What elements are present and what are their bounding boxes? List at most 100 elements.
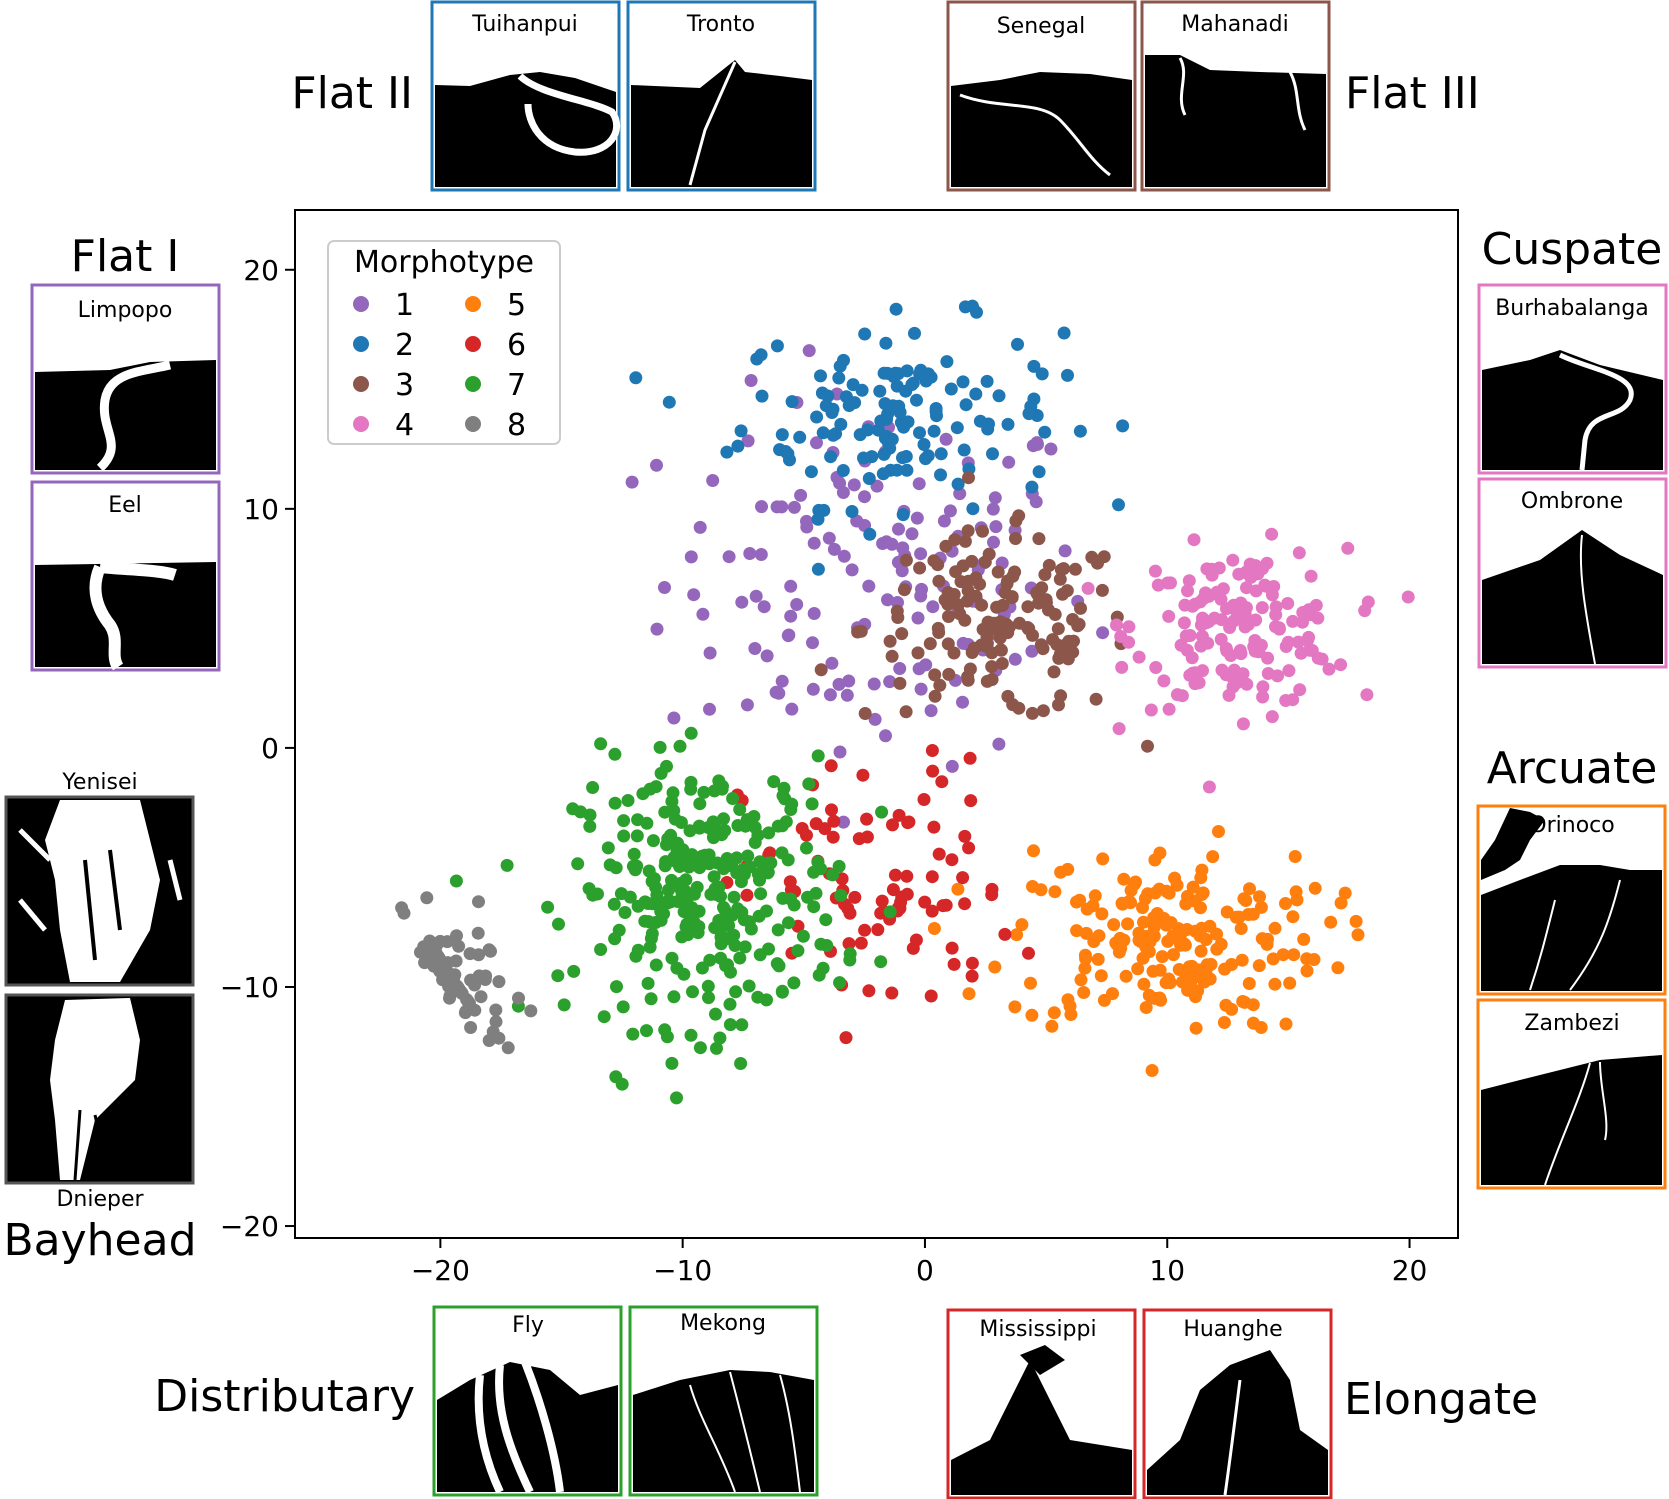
scatter-point-morphotype-1 xyxy=(858,490,871,504)
panel-label: Yenisei xyxy=(61,770,137,795)
scatter-point-morphotype-2 xyxy=(836,464,850,477)
scatter-point-morphotype-4 xyxy=(1194,639,1208,653)
scatter-point-morphotype-1 xyxy=(743,547,757,560)
scatter-points xyxy=(395,299,1415,1105)
scatter-point-morphotype-7 xyxy=(646,834,660,848)
river-channel-shape xyxy=(73,1109,112,1181)
scatter-point-morphotype-7 xyxy=(675,930,689,944)
scatter-point-morphotype-3 xyxy=(948,533,962,547)
scatter-point-morphotype-5 xyxy=(1091,952,1105,966)
scatter-point-morphotype-7 xyxy=(644,932,658,945)
scatter-point-morphotype-5 xyxy=(1079,926,1093,940)
scatter-point-morphotype-6 xyxy=(936,899,950,913)
scatter-point-morphotype-1 xyxy=(806,682,820,696)
scatter-point-morphotype-7 xyxy=(690,880,704,894)
scatter-point-morphotype-2 xyxy=(785,395,799,409)
scatter-point-morphotype-7 xyxy=(608,796,622,810)
scatter-point-morphotype-7 xyxy=(811,749,825,763)
scatter-point-morphotype-3 xyxy=(1031,588,1045,601)
scatter-point-morphotype-8 xyxy=(461,995,475,1009)
scatter-point-morphotype-7 xyxy=(629,949,643,963)
scatter-point-morphotype-4 xyxy=(1302,630,1316,644)
scatter-point-morphotype-6 xyxy=(839,1031,853,1045)
scatter-point-morphotype-5 xyxy=(1239,894,1253,907)
scatter-point-morphotype-5 xyxy=(1094,969,1108,983)
scatter-point-morphotype-7 xyxy=(644,992,658,1006)
scatter-point-morphotype-1 xyxy=(810,436,823,450)
scatter-point-morphotype-7 xyxy=(717,812,730,826)
scatter-point-morphotype-2 xyxy=(662,395,676,409)
scatter-point-morphotype-1 xyxy=(790,598,804,611)
scatter-point-morphotype-6 xyxy=(885,986,899,1000)
scatter-point-morphotype-2 xyxy=(913,426,926,440)
scatter-point-morphotype-2 xyxy=(1112,498,1125,512)
scatter-point-morphotype-7 xyxy=(640,816,654,830)
scatter-point-morphotype-8 xyxy=(464,1021,478,1034)
panel-label: Eel xyxy=(108,493,142,518)
scatter-point-morphotype-4 xyxy=(1237,613,1250,627)
scatter-point-morphotype-2 xyxy=(934,468,947,482)
legend-label: 8 xyxy=(507,408,526,443)
scatter-point-morphotype-1 xyxy=(892,522,905,536)
scatter-point-morphotype-1 xyxy=(807,536,821,550)
scatter-point-morphotype-5 xyxy=(1077,986,1091,999)
scatter-point-morphotype-6 xyxy=(886,818,899,832)
scatter-point-morphotype-2 xyxy=(957,443,971,457)
scatter-point-morphotype-3 xyxy=(851,625,865,639)
scatter-point-morphotype-5 xyxy=(1047,1006,1061,1020)
scatter-point-morphotype-3 xyxy=(932,574,946,588)
scatter-point-morphotype-7 xyxy=(695,961,709,975)
scatter-point-morphotype-7 xyxy=(667,990,681,1004)
river-channel-shape xyxy=(1223,1379,1242,1496)
scatter-point-morphotype-7 xyxy=(665,1056,679,1070)
scatter-point-morphotype-6 xyxy=(962,841,976,855)
scatter-point-morphotype-1 xyxy=(879,729,892,743)
scatter-point-morphotype-3 xyxy=(814,663,828,677)
panel-label: Mekong xyxy=(680,1311,766,1336)
scatter-point-morphotype-7 xyxy=(717,862,731,876)
scatter-point-morphotype-6 xyxy=(932,847,946,861)
scatter-point-morphotype-5 xyxy=(1351,928,1365,942)
legend-marker xyxy=(353,296,369,312)
legend-marker xyxy=(465,376,481,392)
scatter-point-morphotype-5 xyxy=(1268,977,1282,991)
scatter-point-morphotype-6 xyxy=(875,894,889,908)
scatter-point-morphotype-7 xyxy=(782,916,795,930)
scatter-point-morphotype-7 xyxy=(717,900,730,914)
river-channel-shape xyxy=(517,73,621,156)
scatter-point-morphotype-4 xyxy=(1249,584,1263,598)
scatter-point-morphotype-7 xyxy=(704,887,718,901)
legend-marker xyxy=(465,416,481,432)
scatter-point-morphotype-5 xyxy=(1194,901,1207,915)
scatter-point-morphotype-2 xyxy=(1025,480,1039,494)
scatter-point-morphotype-7 xyxy=(662,893,676,907)
scatter-point-morphotype-5 xyxy=(1086,899,1100,913)
scatter-point-morphotype-5 xyxy=(1218,962,1232,976)
scatter-point-morphotype-3 xyxy=(933,678,947,692)
scatter-point-morphotype-7 xyxy=(735,905,749,919)
scatter-point-morphotype-7 xyxy=(660,759,673,773)
scatter-point-morphotype-7 xyxy=(735,1018,749,1032)
scatter-point-morphotype-8 xyxy=(427,942,441,956)
scatter-point-morphotype-6 xyxy=(842,937,856,951)
scatter-point-morphotype-4 xyxy=(1286,614,1300,628)
scatter-point-morphotype-1 xyxy=(910,511,924,525)
panel-label: Ombrone xyxy=(1521,489,1623,514)
y-tick-label: −20 xyxy=(220,1210,279,1243)
scatter-point-morphotype-2 xyxy=(817,503,831,517)
scatter-point-morphotype-4 xyxy=(1249,613,1263,627)
x-tick-label: 0 xyxy=(916,1254,934,1287)
scatter-point-morphotype-1 xyxy=(703,646,717,660)
scatter-point-morphotype-7 xyxy=(616,1000,630,1014)
scatter-point-morphotype-4 xyxy=(1144,703,1158,717)
legend-label: 3 xyxy=(395,368,414,403)
scatter-point-morphotype-2 xyxy=(770,339,784,353)
panel-label: Fly xyxy=(512,1313,544,1338)
panel-label: Huanghe xyxy=(1183,1317,1282,1342)
scatter-point-morphotype-7 xyxy=(597,1010,611,1024)
scatter-point-morphotype-8 xyxy=(489,1003,503,1017)
scatter-point-morphotype-5 xyxy=(1008,1000,1022,1014)
scatter-point-morphotype-2 xyxy=(877,366,891,380)
scatter-point-morphotype-3 xyxy=(895,627,909,641)
scatter-point-morphotype-3 xyxy=(1068,562,1082,576)
